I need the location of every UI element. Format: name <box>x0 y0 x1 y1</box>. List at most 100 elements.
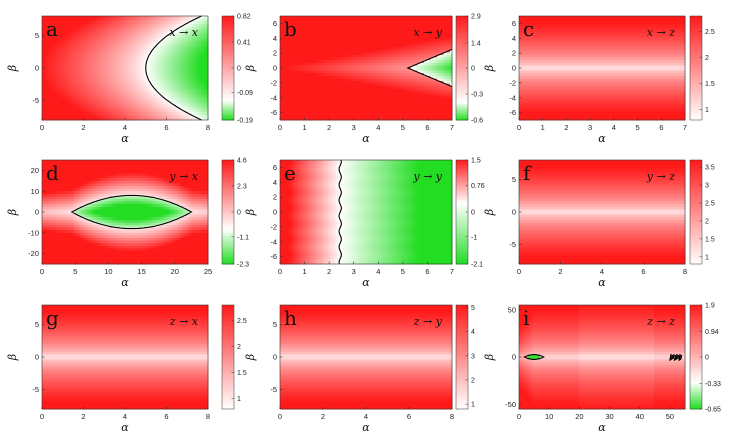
heatmap-cell <box>145 29 149 33</box>
heatmap-cell <box>131 104 134 108</box>
heatmap-cell <box>48 117 51 121</box>
heatmap-cell <box>118 42 122 46</box>
heatmap-cell <box>54 65 58 69</box>
heatmap-cell <box>154 70 157 74</box>
heatmap-cell <box>42 112 45 116</box>
heatmap-cell <box>68 49 72 53</box>
heatmap-cell <box>83 75 87 79</box>
heatmap-cell <box>168 60 172 64</box>
heatmap-cell <box>56 91 60 95</box>
heatmap-cell <box>50 16 53 20</box>
heatmap-cell <box>162 49 166 53</box>
heatmap-cell <box>85 107 89 111</box>
heatmap-cell <box>83 104 87 108</box>
heatmap-cell <box>110 29 114 33</box>
heatmap-cell <box>114 36 118 40</box>
heatmap-cell <box>164 101 168 105</box>
heatmap-cell <box>83 65 87 69</box>
heatmap-cell <box>108 112 112 116</box>
heatmap-cell <box>143 117 147 121</box>
heatmap-cell <box>143 60 147 64</box>
heatmap-cell <box>95 36 99 40</box>
heatmap-cell <box>120 109 124 113</box>
heatmap-cell <box>141 34 145 38</box>
heatmap-cell <box>104 52 107 56</box>
heatmap-cell <box>156 70 159 74</box>
heatmap-cell <box>98 55 101 59</box>
heatmap-cell <box>116 21 120 25</box>
heatmap-cell <box>44 42 47 46</box>
heatmap-cell <box>93 26 97 30</box>
heatmap-cell <box>60 49 64 53</box>
heatmap-cell <box>100 55 103 59</box>
heatmap-cell <box>166 70 170 74</box>
heatmap-cell <box>120 88 124 92</box>
heatmap-cell <box>85 101 89 105</box>
heatmap-cell <box>106 83 110 87</box>
heatmap-cell <box>129 29 132 33</box>
heatmap-cell <box>98 16 101 20</box>
heatmap-cell <box>52 62 56 66</box>
heatmap-cell <box>164 16 168 20</box>
heatmap-cell <box>85 42 89 46</box>
heatmap-cell <box>81 99 85 103</box>
heatmap-cell <box>133 91 136 95</box>
heatmap-cell <box>135 44 139 48</box>
heatmap-cell <box>75 70 78 74</box>
heatmap-cell <box>60 31 64 35</box>
heatmap-cell <box>52 52 56 56</box>
heatmap-cell <box>68 26 72 30</box>
heatmap-cell <box>158 78 161 82</box>
heatmap-cell <box>149 44 153 48</box>
heatmap-cell <box>68 101 72 105</box>
heatmap-cell <box>106 39 110 43</box>
heatmap-cell <box>75 114 78 118</box>
heatmap-cell <box>81 94 85 98</box>
heatmap-cell <box>93 42 97 46</box>
heatmap-cell <box>116 52 120 56</box>
heatmap-cell <box>81 62 85 66</box>
heatmap-cell <box>54 60 58 64</box>
heatmap-cell <box>58 47 62 51</box>
heatmap-cell <box>149 99 153 103</box>
heatmap-cell <box>104 104 107 108</box>
heatmap-cell <box>120 94 124 98</box>
heatmap-cell <box>145 65 149 69</box>
heatmap-cell <box>64 107 68 111</box>
heatmap-cell <box>87 49 91 53</box>
heatmap-cell <box>77 70 80 74</box>
heatmap-cell <box>162 107 166 111</box>
heatmap-cell <box>108 86 112 90</box>
heatmap-cell <box>71 104 74 108</box>
heatmap-cell <box>100 73 103 77</box>
heatmap-cell <box>89 16 93 20</box>
heatmap-cell <box>139 114 143 118</box>
heatmap-cell <box>137 78 141 82</box>
heatmap-cell <box>58 109 62 113</box>
heatmap-cell <box>66 96 70 100</box>
heatmap-cell <box>145 31 149 35</box>
heatmap-cell <box>151 114 155 118</box>
heatmap-cell <box>91 104 95 108</box>
heatmap-cell <box>44 107 47 111</box>
heatmap-cell <box>116 88 120 92</box>
heatmap-cell <box>85 44 89 48</box>
heatmap-cell <box>100 44 103 48</box>
heatmap-cell <box>156 101 159 105</box>
heatmap-cell <box>166 107 170 111</box>
heatmap-cell <box>170 88 174 92</box>
heatmap-cell <box>162 81 166 85</box>
heatmap-cell <box>122 16 126 20</box>
heatmap-cell <box>81 18 85 22</box>
heatmap-cell <box>147 99 151 103</box>
heatmap-cell <box>141 29 145 33</box>
heatmap-cell <box>127 65 130 69</box>
heatmap-cell <box>77 117 80 121</box>
heatmap-cell <box>98 42 101 46</box>
heatmap-cell <box>77 86 80 90</box>
heatmap-cell <box>81 86 85 90</box>
heatmap-cell <box>50 99 53 103</box>
heatmap-cell <box>149 75 153 79</box>
heatmap-cell <box>100 78 103 82</box>
heatmap-cell <box>73 75 76 79</box>
